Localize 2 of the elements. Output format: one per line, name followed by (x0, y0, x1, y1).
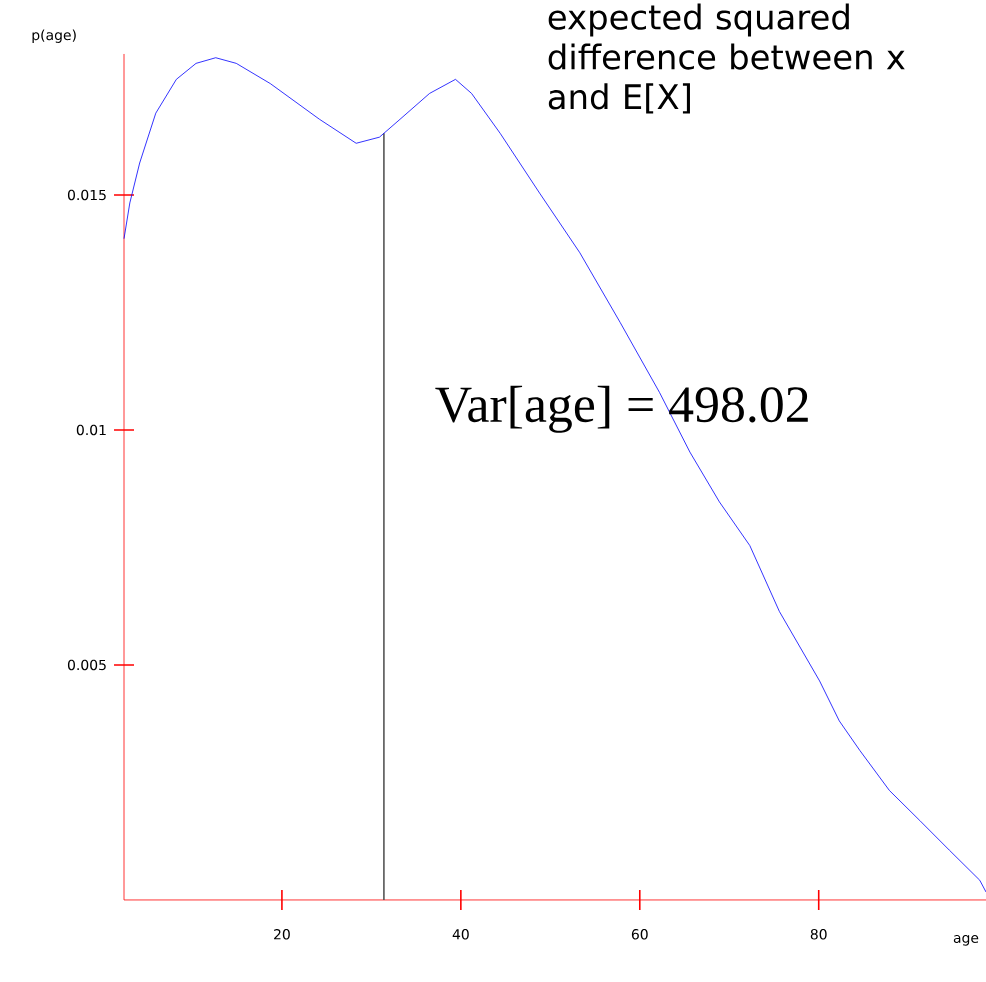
annotation: Var[age] = 498.02 (435, 385, 808, 433)
annotation: expected squared difference between x and E[X] (548, 3, 905, 114)
